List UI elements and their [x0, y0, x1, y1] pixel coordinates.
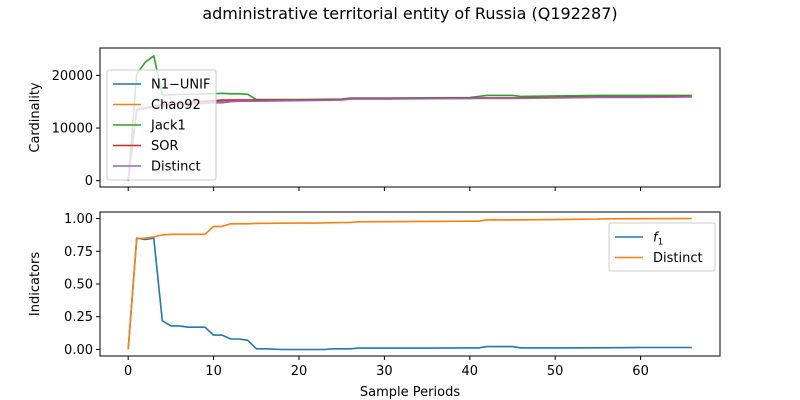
cardinality-panel: 0 10000 20000 Cardinality N1−UNIF Chao92 Jack1…	[28, 47, 721, 191]
legend-label: Distinct	[151, 160, 201, 175]
y-tick-label: 20000	[52, 69, 93, 84]
y-tick-label: 1.00	[64, 212, 93, 227]
y-tick-label: 0.50	[64, 278, 93, 293]
x-tick-label: 40	[462, 364, 479, 379]
x-tick-label: 30	[376, 364, 393, 379]
y-tick-label: 0.75	[64, 245, 93, 260]
y-tick-label: 10000	[52, 122, 93, 137]
y-axis-label: Cardinality	[28, 82, 43, 153]
legend-label: Chao92	[151, 98, 201, 113]
legend-label: f1	[653, 231, 663, 248]
y-tick-label: 0.00	[64, 343, 93, 358]
x-tick-label: 10	[205, 364, 222, 379]
legend: f1 Distinct	[608, 222, 716, 272]
x-axis-label: Sample Periods	[360, 385, 460, 400]
indicators-panel: 0 10 20 30 40 50 60 0.00 0.25 0.50 0.75 1.00 Indicat…	[28, 211, 721, 400]
x-tick-label: 20	[291, 364, 308, 379]
legend-label: SOR	[151, 139, 179, 154]
x-tick-label: 0	[124, 364, 132, 379]
series-line-1-1	[127, 217, 692, 350]
legend-label: N1−UNIF	[151, 78, 210, 93]
legend-label: Distinct	[653, 251, 703, 266]
legend-box	[106, 69, 217, 181]
y-axis-label: Indicators	[28, 252, 43, 316]
series-line-1-0	[127, 237, 692, 351]
x-tick-label: 60	[632, 364, 649, 379]
legend-box	[608, 222, 716, 272]
plot-frame	[99, 47, 721, 188]
legend: N1−UNIF Chao92 Jack1 SOR Distinct	[106, 69, 217, 181]
chart-title: administrative territorial entity of Rus…	[202, 4, 617, 23]
x-tick-label: 50	[547, 364, 564, 379]
y-tick-label: 0.25	[64, 310, 93, 325]
series-lines	[127, 217, 692, 351]
y-tick-label: 0	[85, 174, 93, 189]
legend-label: Jack1	[150, 119, 186, 134]
